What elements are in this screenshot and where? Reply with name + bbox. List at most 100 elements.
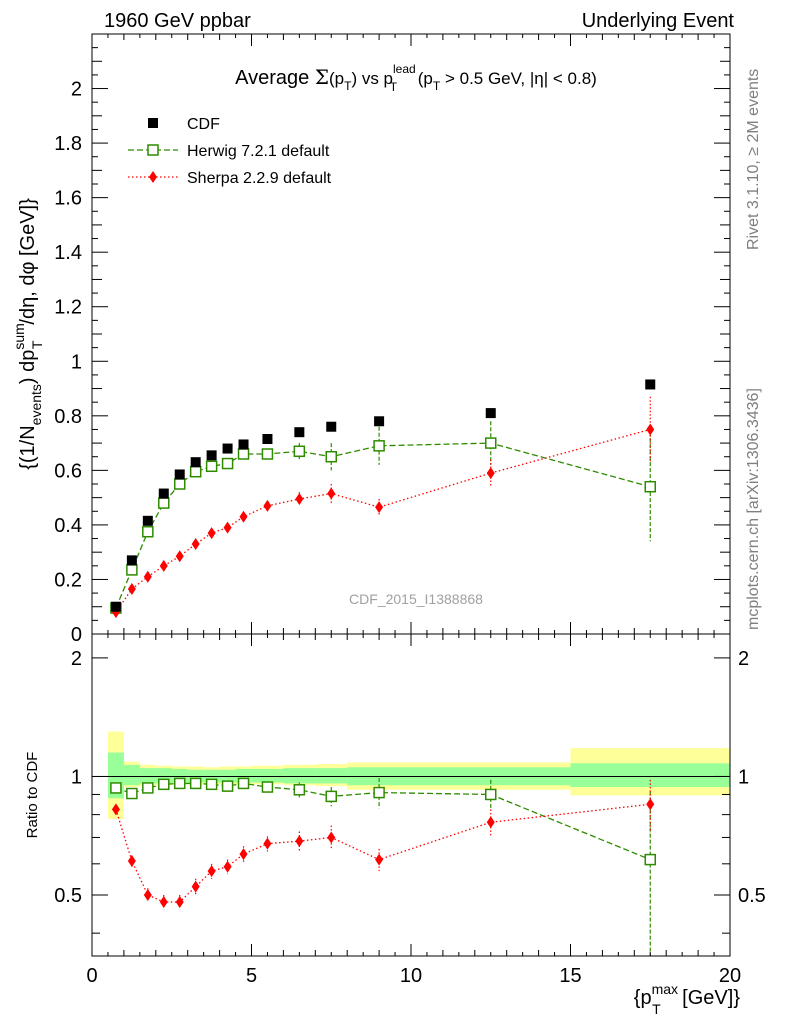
ylabel-part-c: /dη, dφ [GeV]}: [17, 198, 39, 325]
title-average: Average: [235, 67, 315, 89]
ylabel-t-sub: T: [29, 340, 45, 349]
title-cut-rest: > 0.5 GeV, |η| < 0.8): [440, 69, 597, 88]
ratio-sherpa-2-2-9-default-point: [127, 854, 136, 867]
main-herwig-7-2-1-default-point: [325, 450, 337, 463]
watermark-label: CDF_2015_I1388868: [349, 591, 483, 607]
xlabel-t-sub: T: [652, 1001, 661, 1017]
y-tick-label: 1: [71, 351, 82, 373]
main-herwig-7-2-1-default-point: [644, 480, 656, 493]
x-tick-label: 20: [719, 965, 741, 987]
main-cdf-point: [206, 450, 217, 461]
ratio-sherpa-2-2-9-default-point: [239, 848, 248, 861]
main-herwig-7-2-1-default-point: [373, 440, 385, 452]
legend-sherpa-2-2-9-default-marker: [149, 171, 157, 183]
main-cdf-point: [262, 434, 273, 444]
main-cdf-point: [485, 408, 496, 419]
stat-uncertainty-band: [570, 763, 730, 788]
main-y-axis-label: {(1/Nevents) dpsum T/dη, dφ [GeV]}: [11, 198, 45, 470]
ratio-sherpa-2-2-9-default-line: [115, 803, 651, 903]
stat-uncertainty-band: [123, 764, 140, 786]
ratio-sherpa-2-2-9-default-point: [143, 888, 152, 901]
legend-cdf-label: CDF: [187, 116, 220, 133]
stat-uncertainty-band: [251, 768, 284, 783]
main-herwig-7-2-1-default-point: [261, 448, 274, 460]
main-herwig-7-2-1-default-point: [205, 460, 218, 473]
main-herwig-7-2-1-default-point: [485, 437, 497, 449]
xlabel-part-a: {p: [634, 987, 652, 1009]
x-tick-label: 0: [86, 965, 97, 987]
ratio-sherpa-2-2-9-default-point: [295, 835, 304, 848]
main-sherpa-2-2-9-default-point: [239, 510, 248, 523]
ratio-herwig-7-2-1-default-point: [485, 788, 497, 801]
main-sherpa-2-2-9-default-point: [207, 527, 216, 540]
y-tick-label: 1.6: [54, 188, 82, 210]
ratio-herwig-7-2-1-default-point: [110, 782, 122, 794]
ratio-sherpa-2-2-9-default-point: [191, 880, 200, 893]
ratio-herwig-7-2-1-default-point: [126, 787, 138, 800]
main-cdf-point: [326, 421, 337, 432]
main-sherpa-2-2-9-default-point: [375, 501, 384, 514]
main-cdf-point: [294, 427, 305, 438]
y-tick-label: 1.4: [54, 242, 82, 264]
title-pt-sub: T: [344, 79, 352, 93]
title-pt-open: (p: [329, 69, 344, 88]
ratio-herwig-7-2-1-default-point: [205, 778, 218, 791]
main-sherpa-2-2-9-default-point: [646, 423, 655, 436]
main-herwig-7-2-1-default-point: [173, 478, 186, 490]
ratio-herwig-7-2-1-default-point: [237, 777, 250, 790]
main-sherpa-2-2-9-default-point: [223, 521, 232, 534]
main-cdf-point: [374, 416, 385, 427]
main-sherpa-2-2-9-default-line: [115, 428, 651, 613]
title-cut-sub: T: [433, 79, 441, 93]
y-tick-label: 1.2: [54, 297, 82, 319]
y-tick-label: 0.8: [54, 406, 82, 428]
title-sigma: Σ: [315, 65, 329, 89]
ratio-sherpa-2-2-9-default-point: [263, 837, 272, 850]
y-tick-label: 2: [71, 79, 82, 101]
ratio-x-axis-label: {pmax T [GeV]}: [634, 981, 741, 1017]
main-sherpa-2-2-9-default-point: [175, 550, 184, 563]
x-tick-label: 15: [559, 965, 581, 987]
main-cdf-point: [142, 515, 153, 526]
main-herwig-7-2-1-default-point: [293, 445, 306, 458]
main-sherpa-2-2-9-default-point: [295, 493, 304, 505]
ratio-herwig-7-2-1-default-point: [173, 777, 186, 790]
ratio-herwig-7-2-1-default-point: [189, 777, 202, 790]
ratio-sherpa-2-2-9-default-point: [175, 895, 184, 908]
main-cdf-point: [190, 457, 201, 468]
ratio-herwig-7-2-1-default-point: [158, 778, 170, 791]
ratio-y-tick-label-right: 2: [738, 648, 749, 670]
ratio-herwig-7-2-1-default-point: [644, 853, 656, 866]
ratio-herwig-7-2-1-default-point: [221, 780, 234, 792]
main-herwig-7-2-1-default-point: [142, 525, 154, 538]
main-sherpa-2-2-9-default-point: [159, 559, 168, 572]
y-tick-label: 0: [71, 624, 82, 646]
main-cdf-point: [645, 379, 656, 390]
main-herwig-7-2-1-default-point: [189, 465, 202, 478]
main-series-layer: [110, 379, 656, 619]
main-sherpa-2-2-9-default-point: [486, 467, 495, 480]
ratio-herwig-7-2-1-default-point: [293, 784, 306, 796]
title-lead-sub: T: [390, 80, 398, 94]
main-herwig-7-2-1-default-point: [126, 564, 138, 576]
energy-label: 1960 GeV ppbar: [104, 10, 251, 32]
title-vs: ) vs p: [351, 69, 393, 88]
ratio-herwig-7-2-1-default-point: [142, 782, 154, 794]
y-tick-label: 0.4: [54, 515, 82, 537]
x-tick-label: 10: [400, 965, 422, 987]
ratio-sherpa-2-2-9-default-point: [207, 865, 216, 878]
x-tick-label: 5: [246, 965, 257, 987]
ylabel-sum-sup: sum: [11, 323, 27, 349]
main-cdf-point: [126, 555, 137, 566]
main-sherpa-2-2-9-default-point: [327, 487, 336, 500]
title-lead-sup: lead: [393, 62, 416, 76]
ratio-sherpa-2-2-9-default-point: [375, 853, 384, 866]
stat-uncertainty-band: [315, 768, 348, 784]
main-cdf-point: [238, 439, 249, 450]
main-title: Average Σ(pT) vs plead T (pT > 0.5 GeV, |…: [235, 62, 597, 94]
ratio-herwig-7-2-1-default-point: [261, 781, 274, 793]
y-tick-label: 0.2: [54, 569, 82, 591]
main-sherpa-2-2-9-default-point: [127, 583, 136, 595]
stat-uncertainty-band: [139, 768, 156, 784]
